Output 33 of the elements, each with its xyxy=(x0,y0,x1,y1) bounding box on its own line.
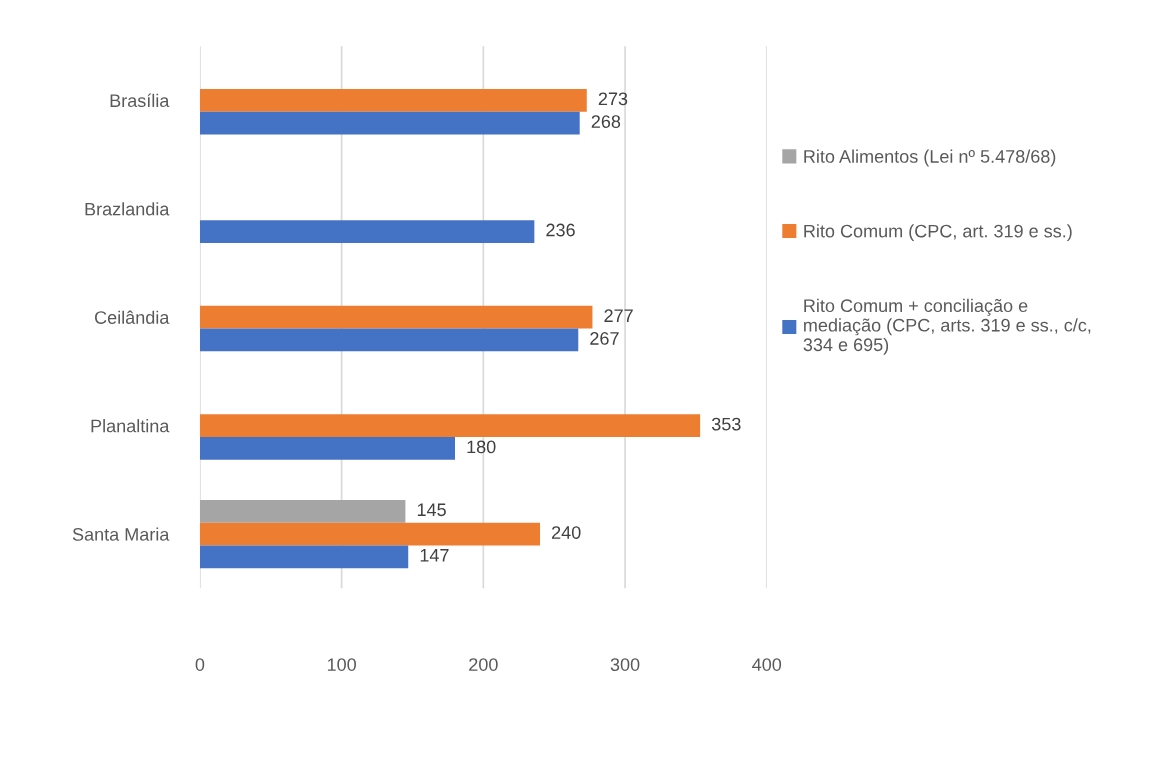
legend-label: Rito Comum + conciliação e mediação (CPC, arts. 319 e ss., c/c, 334 e 695) xyxy=(803,298,1091,355)
bar xyxy=(199,437,455,460)
data-label: 240 xyxy=(552,526,581,539)
y-tick-label: Brazlandia xyxy=(85,202,170,216)
y-tick-label: Brasília xyxy=(110,93,170,108)
x-tick-label: 0 xyxy=(195,658,205,671)
legend-label: Rito Comum (CPC, art. 319 e ss.) xyxy=(804,224,1072,242)
data-label: 268 xyxy=(591,115,621,128)
data-label: 353 xyxy=(711,417,741,431)
x-tick-label: 100 xyxy=(327,658,356,671)
data-label: 267 xyxy=(590,332,619,345)
bar xyxy=(199,499,406,523)
data-label: 145 xyxy=(417,503,446,517)
y-tick-label: Planaltina xyxy=(91,419,170,433)
bar xyxy=(199,545,409,569)
data-label: 147 xyxy=(420,549,449,562)
bar xyxy=(199,111,580,135)
x-tick-label: 300 xyxy=(610,658,640,671)
data-label: 277 xyxy=(604,309,633,322)
x-tick-label: 400 xyxy=(752,658,782,671)
x-tick-label: 200 xyxy=(469,658,498,671)
y-tick-label: Ceilândia xyxy=(95,310,170,324)
bar xyxy=(199,88,587,112)
bar xyxy=(199,305,593,329)
bar xyxy=(199,220,535,243)
data-label: 180 xyxy=(467,440,496,454)
y-tick-label: Santa Maria xyxy=(72,527,170,541)
data-label: 236 xyxy=(546,223,575,237)
bar xyxy=(199,328,579,352)
data-label: 273 xyxy=(598,92,628,106)
bar xyxy=(199,522,541,546)
legend-label: Rito Alimentos (Lei nº 5.478/68) xyxy=(804,149,1056,167)
bar xyxy=(199,414,701,438)
